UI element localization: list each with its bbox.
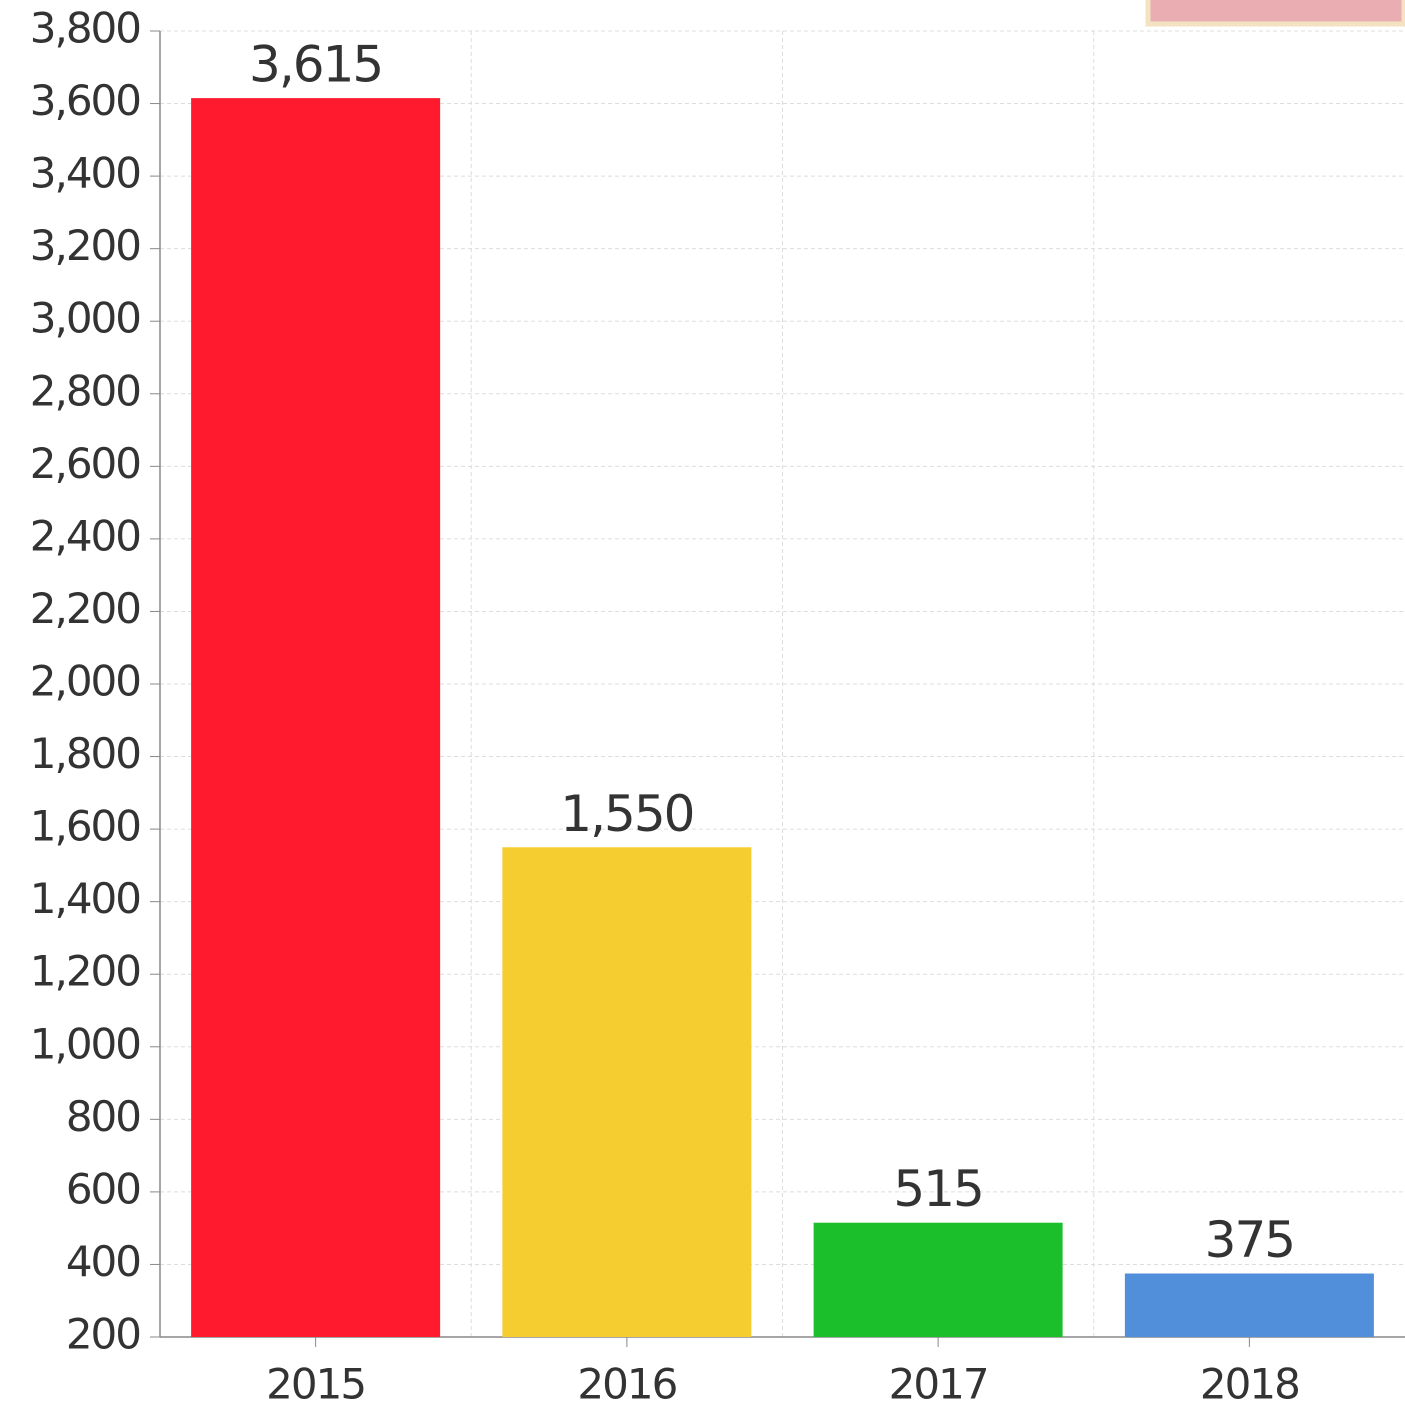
- y-tick-label: 1,400: [30, 874, 140, 923]
- value-label: 1,550: [560, 785, 693, 843]
- y-tick-label: 1,600: [30, 802, 140, 851]
- legend-box: [1145, 0, 1405, 27]
- y-tick-label: 3,400: [30, 149, 140, 198]
- value-label: 3,615: [249, 36, 382, 94]
- y-tick-label: 3,200: [30, 221, 140, 270]
- value-label: 375: [1205, 1211, 1294, 1269]
- y-tick-label: 400: [66, 1237, 140, 1286]
- y-tick-label: 2,000: [30, 657, 140, 706]
- y-tick-label: 2,800: [30, 366, 140, 415]
- bar: [191, 98, 441, 1337]
- bar: [502, 847, 752, 1337]
- y-tick-label: 2,200: [30, 584, 140, 633]
- y-tick-label: 600: [66, 1164, 140, 1213]
- y-tick-label: 1,200: [30, 947, 140, 996]
- y-tick-label: 800: [66, 1092, 140, 1141]
- y-tick-label: 2,600: [30, 439, 140, 488]
- y-tick-label: 3,800: [30, 4, 140, 53]
- y-tick-label: 1,000: [30, 1019, 140, 1068]
- y-tick-label: 2,400: [30, 511, 140, 560]
- y-tick-label: 3,000: [30, 294, 140, 343]
- x-tick-label: 2017: [889, 1360, 988, 1409]
- x-tick-label: 2015: [266, 1360, 365, 1409]
- bar: [813, 1222, 1063, 1337]
- y-tick-label: 1,800: [30, 729, 140, 778]
- y-tick-label: 3,600: [30, 76, 140, 125]
- value-label: 515: [893, 1160, 982, 1218]
- y-tick-label: 200: [66, 1310, 140, 1359]
- bar: [1124, 1273, 1374, 1337]
- x-tick-label: 2018: [1200, 1360, 1299, 1409]
- x-tick-label: 2016: [577, 1360, 676, 1409]
